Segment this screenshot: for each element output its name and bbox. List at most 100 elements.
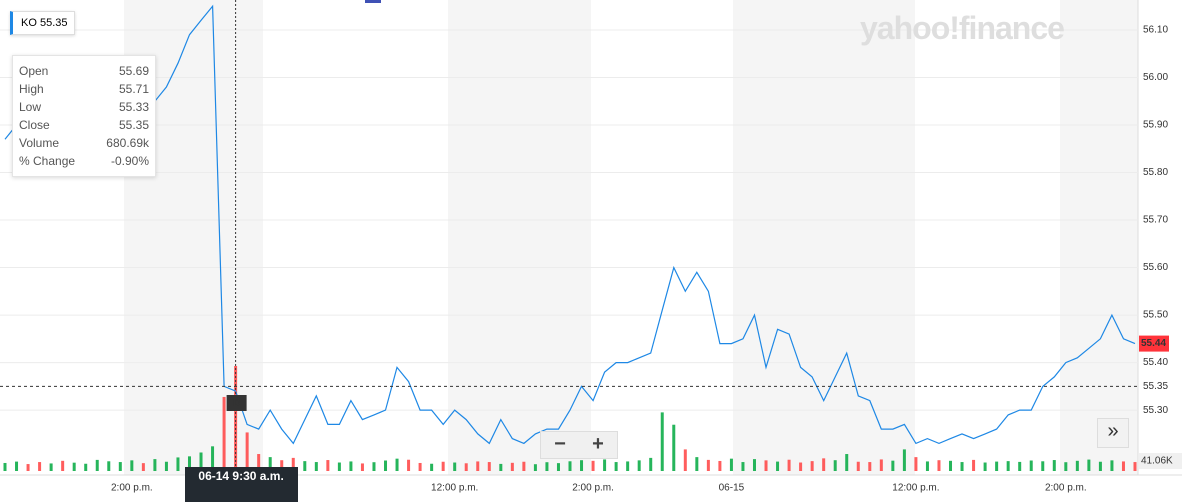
volume-bar [1064, 462, 1068, 471]
volume-bar [891, 460, 895, 471]
volume-bar [407, 459, 411, 471]
tooltip-value: 55.69 [118, 64, 149, 78]
session-band [1060, 0, 1138, 475]
volume-bar [1098, 461, 1102, 471]
tooltip-value: 55.71 [118, 82, 149, 96]
volume-bar [983, 462, 987, 471]
volume-bar [833, 460, 837, 471]
volume-bar [591, 460, 595, 471]
volume-bar [995, 461, 999, 471]
scroll-handle [365, 0, 381, 3]
volume-bar [61, 460, 65, 471]
tooltip-value: 55.35 [118, 118, 149, 132]
volume-bar [868, 462, 872, 471]
event-marker-box [226, 395, 247, 411]
y-tick-label: 55.30 [1143, 405, 1168, 416]
tooltip-row: % Change -0.90% [19, 152, 149, 170]
session-band [448, 0, 591, 475]
volume-bar [649, 457, 653, 471]
volume-bar [26, 464, 30, 471]
volume-bar [15, 461, 19, 471]
volume-bar [337, 462, 341, 471]
volume-bar [879, 459, 883, 471]
volume-bar [522, 461, 526, 471]
volume-bar [395, 458, 399, 471]
volume-bar [153, 459, 157, 471]
volume-bar [487, 462, 491, 471]
tooltip-label: Volume [19, 136, 60, 150]
tooltip-value: 680.69k [106, 136, 149, 150]
volume-bar [764, 460, 768, 471]
crosshair-time: 06-14 9:30 a.m. [184, 467, 298, 502]
volume-bar [1029, 460, 1033, 471]
tooltip-label: Close [19, 118, 50, 132]
volume-bar [752, 459, 756, 471]
y-tick-label: 55.60 [1143, 262, 1168, 273]
volume-bar [1018, 461, 1022, 471]
volume-bar [960, 462, 964, 471]
x-tick-label: 06-15 [719, 483, 745, 494]
volume-bar [810, 461, 814, 471]
volume-bar [1052, 460, 1056, 471]
x-tick-label: 12:00 p.m. [892, 483, 939, 494]
tooltip: Open 55.69 High 55.71 Low 55.33 Close 55.35 Volu… [12, 55, 156, 177]
volume-bar [245, 432, 249, 471]
volume-bar [72, 462, 76, 471]
volume-bar [499, 463, 503, 471]
zoom-in[interactable]: + [592, 433, 604, 455]
crosshair-price-box [1139, 378, 1182, 395]
x-tick-label: 2:00 p.m. [111, 483, 153, 494]
symbol-badge: KO 55.35 [10, 11, 75, 35]
tooltip-label: Open [19, 64, 49, 78]
zoom-controls: − + [540, 431, 618, 459]
volume-bar [683, 449, 687, 471]
volume-bar [603, 459, 607, 471]
volume-bar [1110, 460, 1114, 471]
zoom-out[interactable]: − [554, 433, 566, 455]
session-band [733, 0, 915, 475]
volume-bar [695, 457, 699, 471]
volume-bar [1041, 461, 1045, 471]
volume-bar [545, 462, 549, 471]
volume-bar [360, 463, 364, 471]
volume-bar [568, 461, 572, 471]
volume-bar [556, 463, 560, 471]
watermark: yahoo!finance [860, 10, 1065, 46]
volume-bar [925, 461, 929, 471]
symbol-price: 55.35 [39, 17, 68, 29]
tooltip-label: High [19, 82, 44, 96]
volume-bar [706, 459, 710, 471]
y-tick-label: 56.10 [1143, 25, 1168, 36]
volume-bar [349, 461, 353, 471]
tooltip-value: 55.33 [118, 100, 149, 114]
tooltip-row: Low 55.33 [19, 98, 149, 116]
volume-bar [176, 457, 180, 471]
volume-bar [130, 460, 134, 471]
tooltip-row: High 55.71 [19, 80, 149, 98]
volume-label-box [1139, 453, 1182, 469]
volume-bar [291, 457, 295, 471]
volume-bar [937, 460, 941, 471]
volume-bar [141, 463, 145, 471]
volume-bar [822, 458, 826, 471]
volume-bar [430, 463, 434, 471]
y-tick-label: 55.70 [1143, 215, 1168, 226]
volume-bar [972, 459, 976, 471]
volume-bar [856, 461, 860, 471]
volume-bar [949, 460, 953, 471]
volume-bar [303, 461, 307, 471]
volume-bar [729, 458, 733, 471]
volume-bar [1121, 461, 1125, 471]
volume-bar [107, 461, 111, 471]
expand-button[interactable]: » [1097, 418, 1129, 448]
volume-bar [510, 462, 514, 471]
volume-bar [845, 454, 849, 471]
volume-bar [372, 462, 376, 471]
volume-bar [476, 461, 480, 471]
tooltip-row: Close 55.35 [19, 116, 149, 134]
y-tick-label: 55.50 [1143, 310, 1168, 321]
x-tick-label: 12:00 p.m. [431, 483, 478, 494]
volume-bar [626, 461, 630, 471]
volume-bar [418, 462, 422, 471]
